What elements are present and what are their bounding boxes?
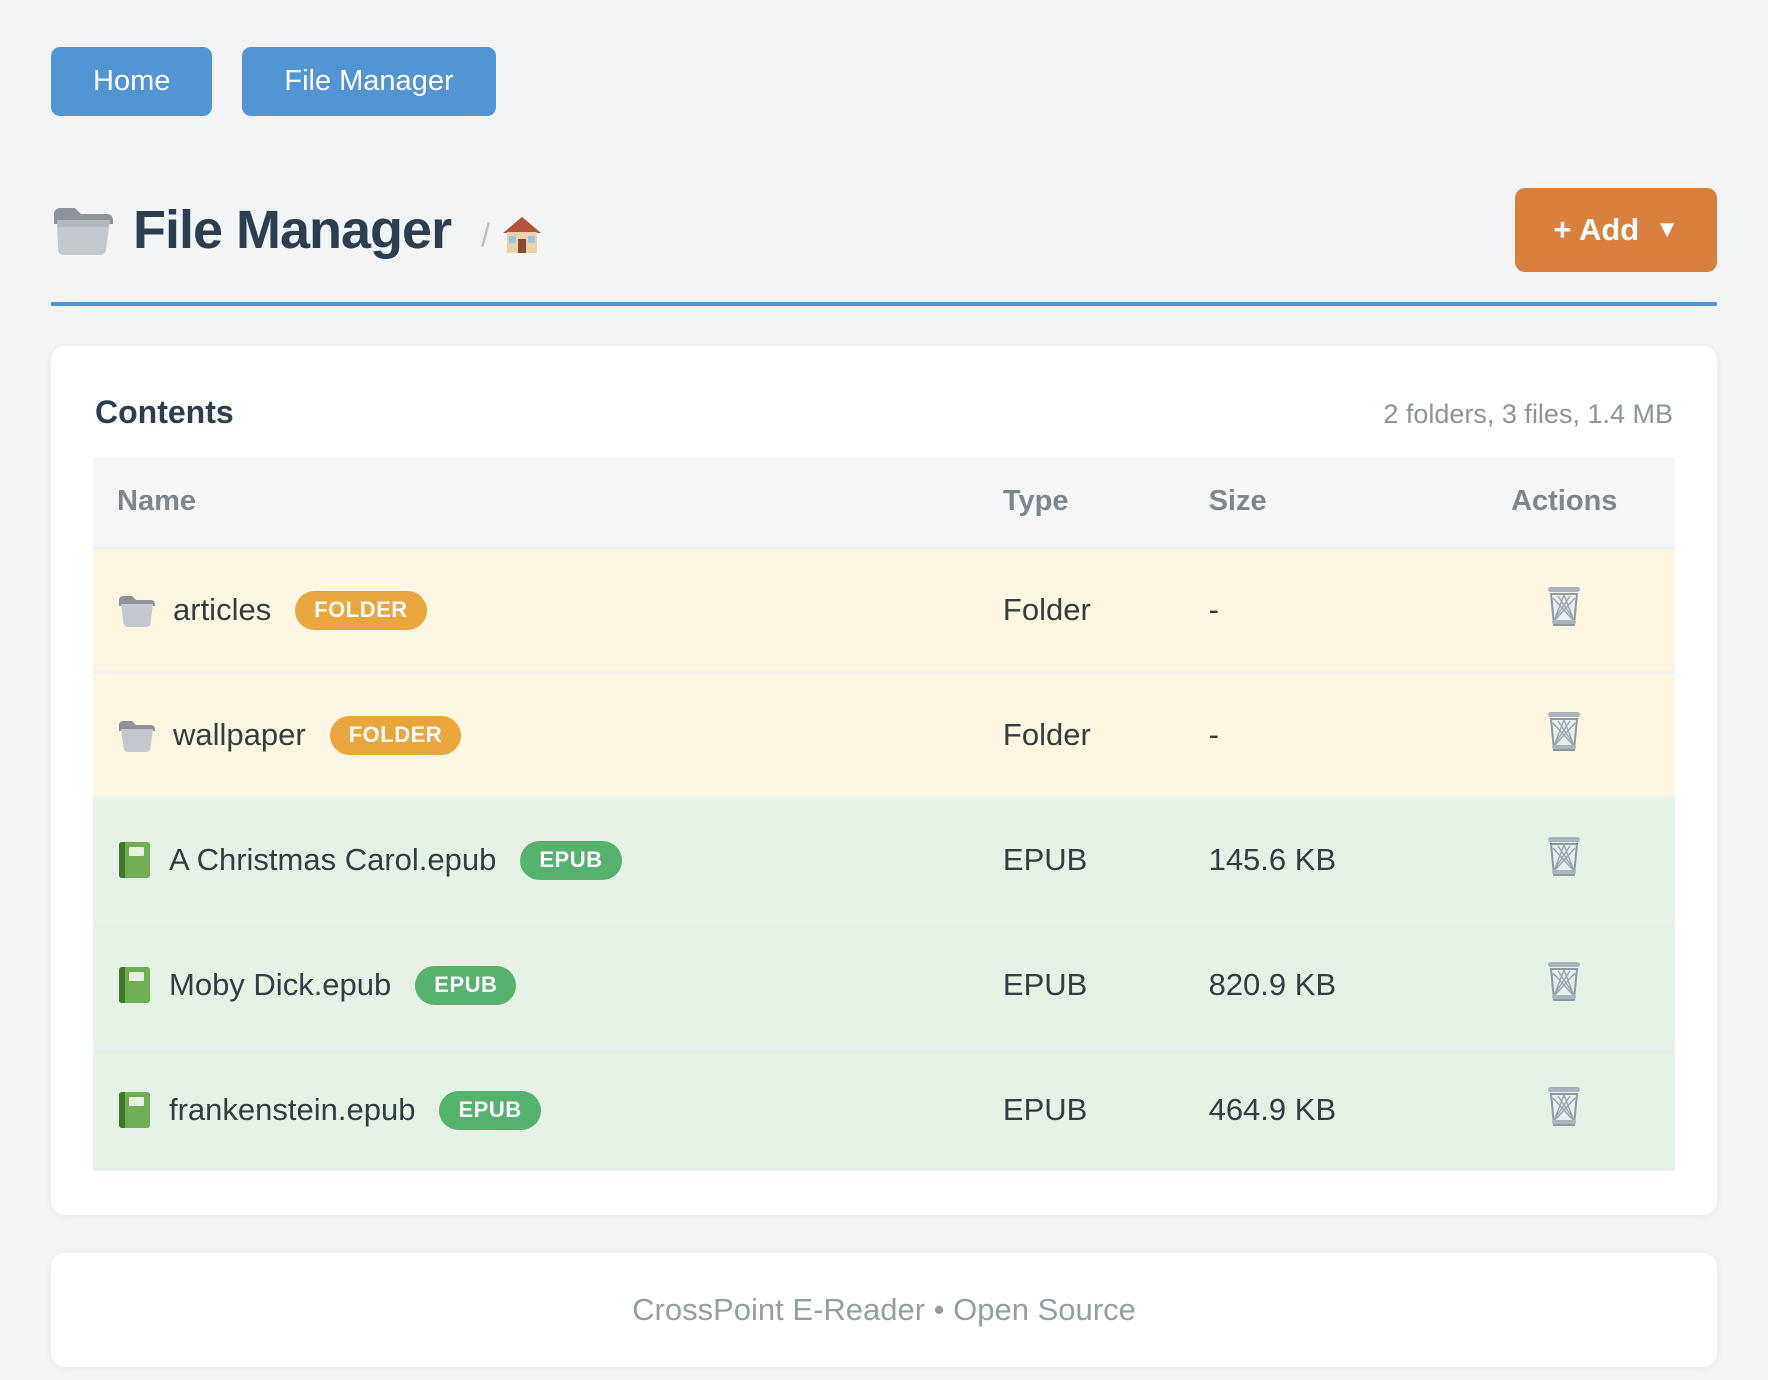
footer-text: CrossPoint E-Reader • Open Source [632, 1292, 1136, 1328]
breadcrumb: / [481, 216, 542, 254]
chevron-down-icon: ▼ [1655, 216, 1679, 244]
title-divider [51, 302, 1717, 306]
file-manager-button[interactable]: File Manager [242, 47, 495, 116]
trash-icon [1544, 709, 1584, 753]
actions-cell [1454, 1046, 1675, 1171]
trash-icon [1544, 834, 1584, 878]
breadcrumb-home-link[interactable] [502, 216, 542, 254]
actions-cell [1454, 921, 1675, 1046]
card-header: Contents 2 folders, 3 files, 1.4 MB [93, 386, 1675, 457]
page-title: File Manager [133, 199, 451, 261]
folder-icon [51, 204, 113, 256]
file-name-link[interactable]: Moby Dick.epub [169, 967, 391, 1003]
type-cell: EPUB [979, 921, 1185, 1046]
size-cell: - [1185, 546, 1454, 671]
name-cell: wallpaper FOLDER [93, 671, 979, 796]
contents-summary: 2 folders, 3 files, 1.4 MB [1383, 399, 1673, 430]
table-row: frankenstein.epub EPUB EPUB 464.9 KB [93, 1046, 1675, 1171]
type-badge: EPUB [439, 1091, 540, 1130]
green-book-icon [117, 1091, 151, 1129]
name-cell: frankenstein.epub EPUB [93, 1046, 979, 1171]
delete-button[interactable] [1544, 834, 1584, 878]
contents-card: Contents 2 folders, 3 files, 1.4 MB Name… [51, 346, 1717, 1215]
house-icon [502, 216, 542, 254]
delete-button[interactable] [1544, 584, 1584, 628]
file-name-link[interactable]: articles [173, 592, 271, 628]
delete-button[interactable] [1544, 1084, 1584, 1128]
green-book-icon [117, 841, 151, 879]
page-header: File Manager / + Add ▼ [51, 188, 1717, 272]
table-row: A Christmas Carol.epub EPUB EPUB 145.6 K… [93, 796, 1675, 921]
folder-icon [117, 718, 155, 752]
type-badge: EPUB [415, 966, 516, 1005]
type-cell: EPUB [979, 796, 1185, 921]
type-cell: EPUB [979, 1046, 1185, 1171]
size-cell: - [1185, 671, 1454, 796]
size-cell: 145.6 KB [1185, 796, 1454, 921]
delete-button[interactable] [1544, 709, 1584, 753]
table-row: wallpaper FOLDER Folder - [93, 671, 1675, 796]
name-cell: Moby Dick.epub EPUB [93, 921, 979, 1046]
type-badge: EPUB [520, 841, 621, 880]
name-cell: articles FOLDER [93, 546, 979, 671]
table-row: Moby Dick.epub EPUB EPUB 820.9 KB [93, 921, 1675, 1046]
table-row: articles FOLDER Folder - [93, 546, 1675, 671]
footer: CrossPoint E-Reader • Open Source [51, 1253, 1717, 1367]
trash-icon [1544, 959, 1584, 1003]
actions-cell [1454, 796, 1675, 921]
type-badge: FOLDER [330, 716, 461, 755]
file-name-link[interactable]: A Christmas Carol.epub [169, 842, 496, 878]
size-cell: 820.9 KB [1185, 921, 1454, 1046]
add-button[interactable]: + Add ▼ [1515, 188, 1717, 272]
card-title: Contents [95, 394, 234, 431]
table-header-row: Name Type Size Actions [93, 457, 1675, 546]
page: Home File Manager File Manager / [0, 0, 1768, 1367]
actions-cell [1454, 546, 1675, 671]
column-header-type: Type [979, 457, 1185, 546]
add-button-label: + Add [1553, 212, 1639, 248]
type-cell: Folder [979, 671, 1185, 796]
name-cell: A Christmas Carol.epub EPUB [93, 796, 979, 921]
breadcrumb-separator: / [481, 217, 490, 254]
column-header-actions: Actions [1454, 457, 1675, 546]
type-badge: FOLDER [295, 591, 426, 630]
top-nav: Home File Manager [51, 47, 1717, 116]
file-name-link[interactable]: frankenstein.epub [169, 1092, 415, 1128]
file-name-link[interactable]: wallpaper [173, 717, 306, 753]
home-button[interactable]: Home [51, 47, 212, 116]
actions-cell [1454, 671, 1675, 796]
trash-icon [1544, 1084, 1584, 1128]
folder-icon [117, 593, 155, 627]
size-cell: 464.9 KB [1185, 1046, 1454, 1171]
green-book-icon [117, 966, 151, 1004]
column-header-name: Name [93, 457, 979, 546]
delete-button[interactable] [1544, 959, 1584, 1003]
file-table: Name Type Size Actions [93, 457, 1675, 1171]
trash-icon [1544, 584, 1584, 628]
type-cell: Folder [979, 546, 1185, 671]
column-header-size: Size [1185, 457, 1454, 546]
